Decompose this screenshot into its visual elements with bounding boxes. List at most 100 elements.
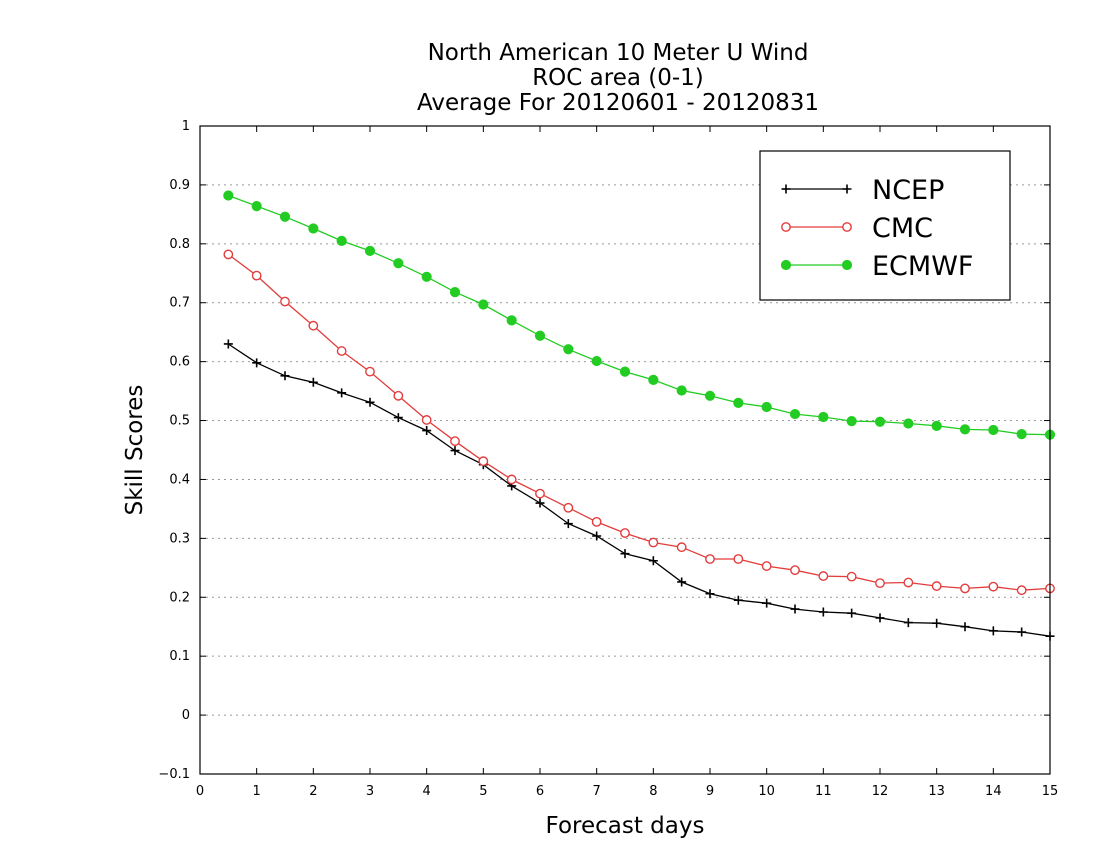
data-point-ncep xyxy=(705,589,715,599)
x-tick-label: 8 xyxy=(649,784,657,799)
data-point-ncep xyxy=(592,531,602,541)
data-point-ncep xyxy=(563,519,573,529)
legend-entry-cmc: CMC xyxy=(781,213,933,244)
data-point-ecmwf xyxy=(279,211,291,222)
data-point-ecmwf xyxy=(846,416,857,427)
legend-marker-cmc xyxy=(842,222,852,232)
data-point-ncep xyxy=(450,446,460,456)
data-point-cmc xyxy=(421,415,432,425)
data-point-ecmwf xyxy=(364,245,376,256)
y-tick-label: −0.1 xyxy=(158,767,190,782)
data-point-ncep xyxy=(932,618,942,628)
data-point-ecmwf xyxy=(506,315,517,326)
x-tick-label: 2 xyxy=(309,784,317,799)
data-point-ecmwf xyxy=(761,401,772,413)
x-tick-label: 12 xyxy=(872,784,889,799)
legend-entry-ecmwf: ECMWF xyxy=(780,251,973,282)
data-point-cmc xyxy=(733,554,744,564)
legend: NCEP CMC ECMWF xyxy=(759,150,1011,301)
x-tick-label: 1 xyxy=(253,784,261,799)
title-line-1: North American 10 Meter U Wind xyxy=(428,40,809,66)
legend-label-ecmwf: ECMWF xyxy=(872,251,973,282)
legend-marker-cmc xyxy=(781,222,791,232)
data-point-ncep xyxy=(620,549,630,559)
data-point-ncep xyxy=(818,607,828,617)
data-point-ecmwf xyxy=(931,420,942,431)
x-tick-label: 3 xyxy=(366,784,374,799)
series-line-cmc xyxy=(227,253,1051,591)
data-point-ncep xyxy=(365,397,375,407)
x-tick-label: 9 xyxy=(706,784,714,799)
data-point-cmc xyxy=(563,502,574,513)
data-point-cmc xyxy=(705,554,715,564)
data-point-ecmwf xyxy=(563,344,574,355)
data-point-ecmwf xyxy=(619,366,631,377)
x-tick-label: 10 xyxy=(758,784,775,799)
x-tick-label: 0 xyxy=(196,784,204,799)
data-point-cmc xyxy=(648,537,659,548)
legend-marker-ecmwf xyxy=(780,259,792,271)
data-point-cmc xyxy=(988,581,999,592)
series-ncep xyxy=(223,339,1055,641)
data-point-cmc xyxy=(223,249,234,260)
data-point-ncep xyxy=(252,358,262,368)
data-point-ncep xyxy=(733,595,743,605)
data-point-ncep xyxy=(393,413,403,423)
data-point-cmc xyxy=(280,296,290,307)
legend-marker-ncep xyxy=(781,184,791,194)
y-tick-label: 0 xyxy=(182,708,190,723)
data-point-ncep xyxy=(960,622,970,632)
chart-title: North American 10 Meter U Wind ROC area … xyxy=(417,40,819,116)
series-cmc xyxy=(223,249,1055,596)
data-point-ecmwf xyxy=(733,397,744,408)
y-tick-label: 0.6 xyxy=(169,355,190,370)
series-layer xyxy=(223,190,1056,641)
data-point-ncep xyxy=(790,604,800,614)
axis-ticks: −0.100.10.20.30.40.50.60.70.80.910 1 2 3 4 5 6… xyxy=(158,119,1058,799)
data-point-cmc xyxy=(931,581,942,591)
data-point-ncep xyxy=(903,618,913,628)
data-point-ncep xyxy=(762,598,772,608)
data-point-ncep xyxy=(648,556,658,566)
data-point-ecmwf xyxy=(676,385,687,396)
series-ecmwf xyxy=(223,190,1056,440)
data-point-ecmwf xyxy=(449,287,461,298)
x-axis-label: Forecast days xyxy=(546,813,705,839)
data-point-ncep xyxy=(988,626,998,636)
title-line-3: Average For 20120601 - 20120831 xyxy=(417,90,819,116)
data-point-ecmwf xyxy=(988,424,999,436)
title-line-2: ROC area (0-1) xyxy=(532,65,704,91)
data-point-ecmwf xyxy=(591,355,602,367)
data-point-cmc xyxy=(676,542,687,553)
data-point-ncep xyxy=(847,608,857,618)
data-point-cmc xyxy=(506,474,517,485)
data-point-cmc xyxy=(450,436,460,447)
data-point-cmc xyxy=(591,516,602,527)
data-point-cmc xyxy=(336,346,347,356)
data-point-ecmwf xyxy=(223,190,234,201)
y-tick-label: 0.3 xyxy=(169,531,190,546)
data-point-cmc xyxy=(365,366,375,377)
data-point-cmc xyxy=(960,583,970,594)
data-point-cmc xyxy=(620,528,630,538)
data-point-cmc xyxy=(535,488,545,499)
legend-label-ncep: NCEP xyxy=(872,175,944,206)
x-tick-label: 13 xyxy=(928,784,945,799)
data-point-ecmwf xyxy=(648,374,659,385)
x-tick-label: 11 xyxy=(815,784,832,799)
data-point-cmc xyxy=(1016,585,1027,596)
y-tick-label: 0.5 xyxy=(169,414,190,429)
series-line-ncep xyxy=(227,343,1051,637)
data-point-cmc xyxy=(846,571,857,582)
legend-marker-ecmwf xyxy=(841,259,853,271)
y-tick-label: 0.9 xyxy=(169,178,190,193)
data-point-ecmwf xyxy=(704,390,716,401)
data-point-cmc xyxy=(251,270,262,281)
x-tick-label: 7 xyxy=(593,784,601,799)
data-point-ecmwf xyxy=(308,223,319,234)
y-tick-label: 1 xyxy=(182,119,190,134)
y-tick-label: 0.1 xyxy=(169,649,190,664)
legend-entry-ncep: NCEP xyxy=(781,175,944,206)
data-point-ncep xyxy=(875,613,885,623)
data-point-ncep xyxy=(223,339,233,349)
